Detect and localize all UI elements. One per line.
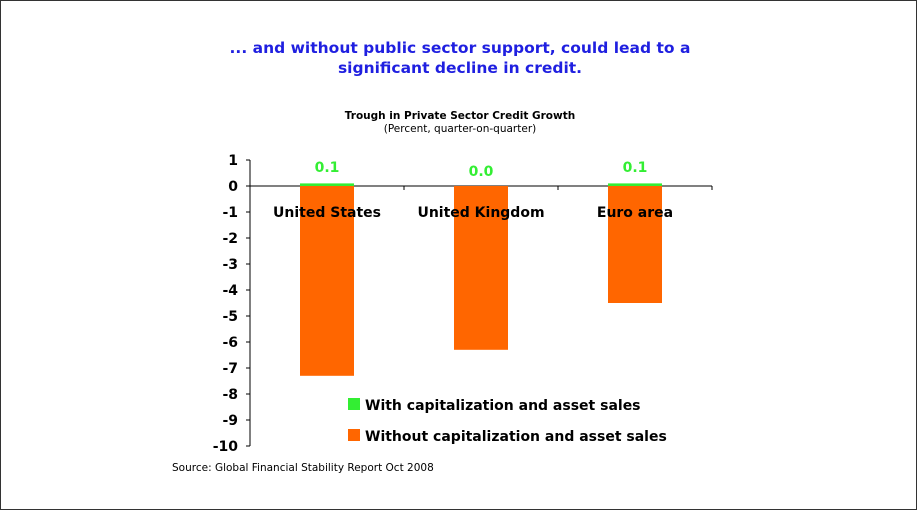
- legend-label-with: With capitalization and asset sales: [365, 398, 641, 414]
- bar-without: [300, 186, 354, 376]
- legend-swatch-without: [348, 429, 360, 441]
- y-tick-label: -7: [222, 361, 238, 377]
- data-label-with: 0.1: [623, 160, 648, 176]
- category-label: United States: [273, 205, 381, 221]
- legend-label-without: Without capitalization and asset sales: [365, 429, 667, 445]
- y-tick-label: 0: [228, 179, 238, 195]
- y-tick-label: -4: [222, 283, 238, 299]
- bar-without: [454, 186, 508, 350]
- chart-title: Trough in Private Sector Credit Growth: [344, 110, 576, 122]
- headline-line-1: ... and without public sector support, c…: [229, 39, 691, 57]
- y-tick-label: -10: [213, 439, 239, 455]
- bar-without: [608, 186, 662, 303]
- category-label: United Kingdom: [417, 205, 544, 221]
- headline: ... and without public sector support, c…: [180, 38, 740, 78]
- y-tick-label: -9: [222, 413, 238, 429]
- y-tick-label: 1: [228, 153, 238, 169]
- y-tick-label: -2: [222, 231, 238, 247]
- bar-with: [300, 183, 354, 186]
- y-tick-label: -5: [222, 309, 238, 325]
- data-label-with: 0.0: [469, 164, 494, 180]
- chart-subtitle: (Percent, quarter-on-quarter): [383, 123, 537, 135]
- category-label: Euro area: [597, 205, 673, 221]
- y-tick-label: -3: [222, 257, 238, 273]
- data-label-with: 0.1: [315, 160, 340, 176]
- y-tick-label: -8: [222, 387, 238, 403]
- y-tick-label: -1: [222, 205, 238, 221]
- legend-swatch-with: [348, 398, 360, 410]
- source-note: Source: Global Financial Stability Repor…: [172, 462, 434, 474]
- headline-line-2: significant decline in credit.: [337, 59, 583, 77]
- bar-with: [608, 183, 662, 186]
- y-tick-label: -6: [222, 335, 238, 351]
